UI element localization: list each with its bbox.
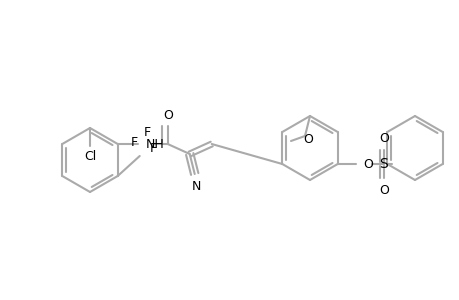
Text: F: F bbox=[144, 125, 151, 139]
Text: F: F bbox=[131, 136, 138, 148]
Text: NH: NH bbox=[146, 137, 164, 151]
Text: O: O bbox=[363, 158, 373, 170]
Text: O: O bbox=[162, 109, 172, 122]
Text: S: S bbox=[379, 157, 387, 171]
Text: Cl: Cl bbox=[84, 149, 96, 163]
Text: F: F bbox=[150, 142, 157, 154]
Text: N: N bbox=[191, 179, 201, 193]
Text: O: O bbox=[302, 133, 312, 146]
Text: O: O bbox=[378, 131, 388, 145]
Text: O: O bbox=[378, 184, 388, 196]
